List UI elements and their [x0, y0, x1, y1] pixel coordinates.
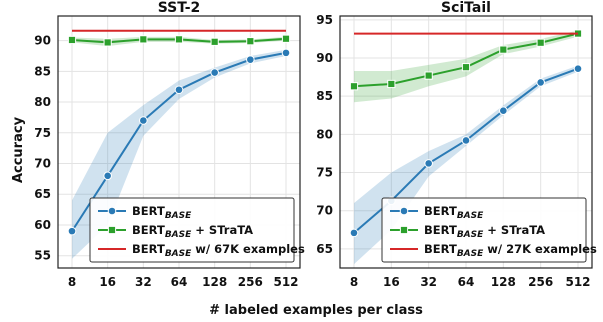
x-tick-label: 512	[565, 275, 590, 289]
y-tick-label: 90	[316, 51, 333, 65]
chart-panel-scitail: 65 70 75 80 85 90 95 8 16 32 64 128 256 512 SciTail BER…	[316, 0, 597, 289]
bert-strata-point	[536, 38, 545, 47]
plot-frame	[339, 15, 593, 269]
bert-base-point	[103, 171, 112, 181]
bert-base-point	[281, 48, 291, 58]
bert-strata-legend-marker	[399, 225, 409, 235]
x-tick-label: 16	[99, 275, 116, 289]
bert-strata-point	[499, 45, 508, 54]
bert-strata-point	[174, 35, 184, 44]
x-tick-label: 256	[238, 275, 263, 289]
bert-base-legend-marker	[399, 206, 409, 216]
bert-strata-legend-label: BERTBASE + STraTA	[424, 223, 545, 240]
y-tick-label: 85	[34, 64, 51, 78]
bert-strata-point	[424, 71, 433, 80]
legend-box	[89, 197, 295, 263]
bert-strata-point	[103, 38, 112, 47]
bert-strata-point	[67, 35, 77, 45]
bert-base-point	[139, 116, 148, 125]
legend-box	[381, 197, 587, 263]
bert-base-point	[536, 78, 545, 87]
bert-strata-point	[461, 63, 471, 72]
x-tick-label: 128	[202, 275, 227, 289]
x-tick-label: 64	[458, 275, 475, 289]
bert-strata-legend-marker	[107, 225, 117, 235]
bert-strata-legend-label: BERTBASE + STraTA	[132, 223, 253, 240]
chart-panel-sst2: 55 60 65 70 75 80 85 90 8 16 32 64 128 256 512 SST-2 BER…	[34, 0, 305, 289]
y-tick-label: 80	[316, 127, 333, 141]
y-tick-label: 85	[316, 89, 333, 103]
y-tick-label: 70	[34, 157, 51, 171]
y-tick-label: 70	[316, 204, 333, 218]
x-tick-label: 128	[491, 275, 516, 289]
bert-base-point	[67, 226, 77, 236]
y-axis-label: Accuracy	[11, 116, 26, 183]
x-tick-label: 512	[273, 275, 298, 289]
y-tick-label: 95	[316, 13, 333, 27]
bert-strata-point	[246, 37, 255, 46]
x-tick-label: 32	[135, 275, 152, 289]
bert-strata-point	[387, 79, 396, 89]
y-tick-label: 90	[34, 34, 51, 48]
bert-base-point	[210, 68, 219, 77]
y-tick-label: 65	[316, 242, 333, 256]
bert-base-point	[499, 106, 508, 115]
y-tick-label: 75	[316, 166, 333, 180]
plot-frame	[57, 15, 301, 269]
bert-strata-point	[281, 34, 291, 43]
x-tick-label: 8	[68, 275, 76, 289]
x-tick-label: 32	[420, 275, 437, 289]
chart-title: SST-2	[158, 0, 201, 16]
bert-strata-point	[210, 37, 219, 46]
bert-base-point	[246, 55, 255, 64]
y-tick-label: 55	[34, 249, 51, 263]
x-axis-label: # labeled examples per class	[209, 303, 423, 318]
chart-title: SciTail	[441, 0, 491, 16]
bert-base-point	[349, 228, 359, 238]
x-tick-label: 8	[350, 275, 358, 289]
y-tick-label: 65	[34, 187, 51, 201]
bert-base-point	[461, 136, 471, 145]
y-tick-label: 80	[34, 95, 51, 109]
bert-strata-point	[139, 35, 148, 44]
x-tick-label: 256	[528, 275, 553, 289]
bert-base-point	[174, 85, 184, 95]
bert-base-point	[424, 159, 433, 168]
y-tick-label: 75	[34, 126, 51, 140]
bert-base-legend-marker	[107, 206, 117, 216]
bert-strata-point	[349, 82, 359, 91]
x-tick-label: 16	[383, 275, 400, 289]
bert-base-point	[573, 64, 583, 73]
y-tick-label: 60	[34, 218, 51, 232]
x-tick-label: 64	[171, 275, 188, 289]
